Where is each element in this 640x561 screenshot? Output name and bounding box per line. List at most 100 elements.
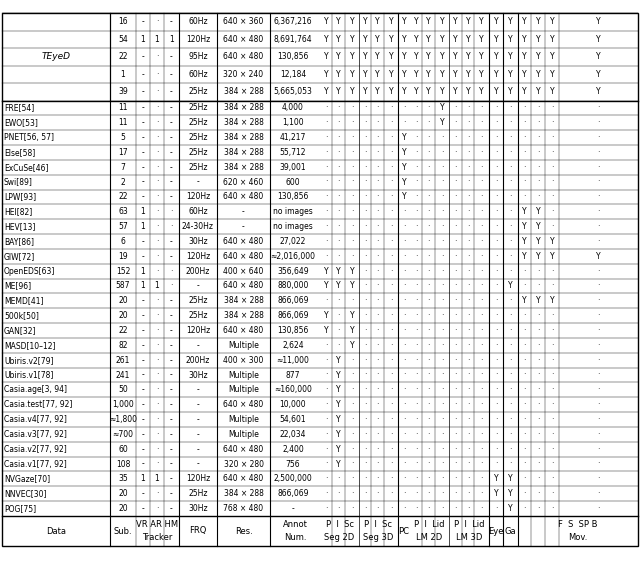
Text: ·: · [441,252,443,261]
Text: ·: · [495,178,497,187]
Text: ·: · [524,475,525,484]
Text: Y: Y [349,282,355,291]
Text: LM 3D: LM 3D [456,533,482,542]
Text: ·: · [480,208,483,217]
Text: ·: · [509,266,512,275]
Text: ·: · [364,356,366,365]
Text: 1: 1 [141,266,145,275]
Text: ·: · [428,192,429,201]
Text: 1: 1 [169,35,174,44]
Text: 640 × 480: 640 × 480 [223,400,264,409]
Text: ·: · [597,192,600,201]
Text: P  I  Lid: P I Lid [454,520,484,529]
Text: Y: Y [349,341,355,350]
Text: ·: · [495,326,497,335]
Text: ·: · [551,266,553,275]
Text: 25Hz: 25Hz [188,296,208,305]
Text: -: - [170,118,173,127]
Text: 384 × 288: 384 × 288 [223,118,264,127]
Text: HEV[13]: HEV[13] [4,222,35,231]
Text: ·: · [467,489,469,498]
Text: ·: · [170,222,173,231]
Text: ·: · [509,445,512,454]
Text: ·: · [551,178,553,187]
Text: ·: · [480,475,483,484]
Text: ·: · [156,400,158,409]
Text: Casia.age[3, 94]: Casia.age[3, 94] [4,385,67,394]
Text: ·: · [415,445,417,454]
Text: Y: Y [453,17,458,26]
Text: Y: Y [550,237,554,246]
Text: -: - [141,415,145,424]
Text: ·: · [351,370,353,380]
Text: -: - [170,192,173,201]
Text: ·: · [597,178,600,187]
Text: Y: Y [440,52,444,61]
Text: Y: Y [466,52,470,61]
Text: ·: · [454,118,457,127]
Text: ·: · [551,475,553,484]
Text: ·: · [337,489,340,498]
Text: Y: Y [336,282,341,291]
Text: ·: · [467,148,469,157]
Text: ·: · [441,282,443,291]
Text: 63: 63 [118,208,128,217]
Text: ·: · [351,178,353,187]
Text: 2,400: 2,400 [282,445,304,454]
Text: Y: Y [440,17,444,26]
Text: ·: · [480,489,483,498]
Text: Casia.v4[77, 92]: Casia.v4[77, 92] [4,415,67,424]
Text: Y: Y [466,70,470,79]
Text: ·: · [597,103,600,112]
Text: ·: · [467,341,469,350]
Text: ·: · [480,266,483,275]
Text: ·: · [376,118,379,127]
Text: ·: · [156,311,158,320]
Text: ME[96]: ME[96] [4,282,31,291]
Text: 25Hz: 25Hz [188,311,208,320]
Text: ·: · [376,222,379,231]
Text: ·: · [325,252,327,261]
Text: ·: · [364,415,366,424]
Text: -: - [170,489,173,498]
Text: 200Hz: 200Hz [186,356,210,365]
Text: ·: · [467,103,469,112]
Text: ·: · [509,252,512,261]
Text: ·: · [364,237,366,246]
Text: ·: · [495,133,497,142]
Text: LPW[93]: LPW[93] [4,192,36,201]
Text: 25Hz: 25Hz [188,148,208,157]
Text: ·: · [524,103,525,112]
Text: ·: · [480,311,483,320]
Text: ·: · [597,222,600,231]
Text: ExCuSe[46]: ExCuSe[46] [4,163,49,172]
Text: ·: · [351,475,353,484]
Text: P  I  Sc: P I Sc [365,520,392,529]
Text: ·: · [454,489,457,498]
Text: 1: 1 [141,475,145,484]
Text: ·: · [428,237,429,246]
Text: Y: Y [349,88,355,96]
Text: ·: · [364,504,366,513]
Text: Y: Y [402,133,406,142]
Text: Y: Y [550,88,554,96]
Text: ·: · [467,222,469,231]
Text: Y: Y [493,475,499,484]
Text: ·: · [428,459,429,468]
Text: ·: · [428,385,429,394]
Text: ·: · [495,192,497,201]
Text: ·: · [480,282,483,291]
Text: ·: · [537,459,539,468]
Text: 384 × 288: 384 × 288 [223,88,264,96]
Text: ·: · [415,459,417,468]
Text: ·: · [537,415,539,424]
Text: Eye: Eye [488,527,504,536]
Text: no images: no images [273,222,313,231]
Text: Y: Y [493,17,499,26]
Text: ·: · [551,133,553,142]
Text: Y: Y [388,35,394,44]
Text: 11: 11 [118,118,128,127]
Text: Casia.v2[77, 92]: Casia.v2[77, 92] [4,445,67,454]
Text: ·: · [428,504,429,513]
Text: ·: · [337,296,340,305]
